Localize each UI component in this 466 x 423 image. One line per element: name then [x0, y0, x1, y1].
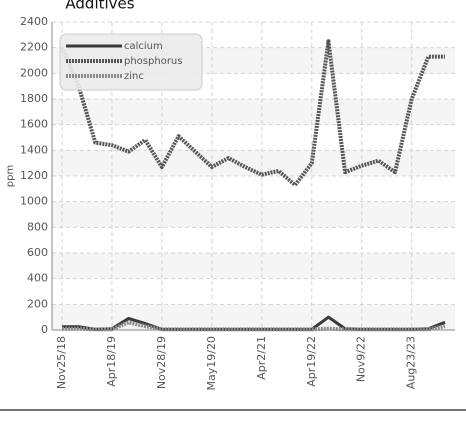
x-tick-label: Apr18/19: [105, 336, 118, 387]
y-tick-label: 600: [27, 246, 48, 259]
series-line: [60, 39, 445, 187]
band: [52, 201, 455, 228]
legend-label: calcium: [124, 41, 163, 52]
band: [52, 99, 455, 125]
y-tick-label: 0: [41, 323, 48, 336]
y-tick-label: 2200: [20, 41, 48, 54]
x-tick-label: Nov9/22: [355, 336, 368, 382]
legend-label: phosphorus: [124, 56, 182, 67]
chart-title: Additives: [65, 0, 134, 13]
x-tick-label: Nov25/18: [55, 336, 68, 389]
y-tick-label: 1000: [20, 195, 48, 208]
y-tick-label: 400: [27, 272, 48, 285]
y-tick-label: 2000: [20, 66, 48, 79]
series-line: [62, 320, 446, 332]
y-tick-label: 1600: [20, 118, 48, 131]
x-tick-label: May19/20: [205, 336, 218, 390]
legend-label: zinc: [124, 71, 144, 82]
y-tick-label: 1400: [20, 143, 48, 156]
y-tick-label: 200: [27, 297, 48, 310]
y-tick-label: 1800: [20, 92, 48, 105]
y-tick-label: 800: [27, 220, 48, 233]
y-tick-label: 2400: [20, 15, 48, 28]
y-tick-label: 1200: [20, 169, 48, 182]
y-axis-label: ppm: [5, 165, 16, 187]
x-tick-label: Nov28/19: [155, 336, 168, 389]
band: [52, 253, 455, 279]
x-tick-label: Apr2/21: [255, 336, 268, 380]
legend-box: [59, 33, 203, 91]
x-tick-label: Apr19/22: [305, 336, 318, 387]
x-tick-label: Aug23/23: [405, 336, 418, 389]
